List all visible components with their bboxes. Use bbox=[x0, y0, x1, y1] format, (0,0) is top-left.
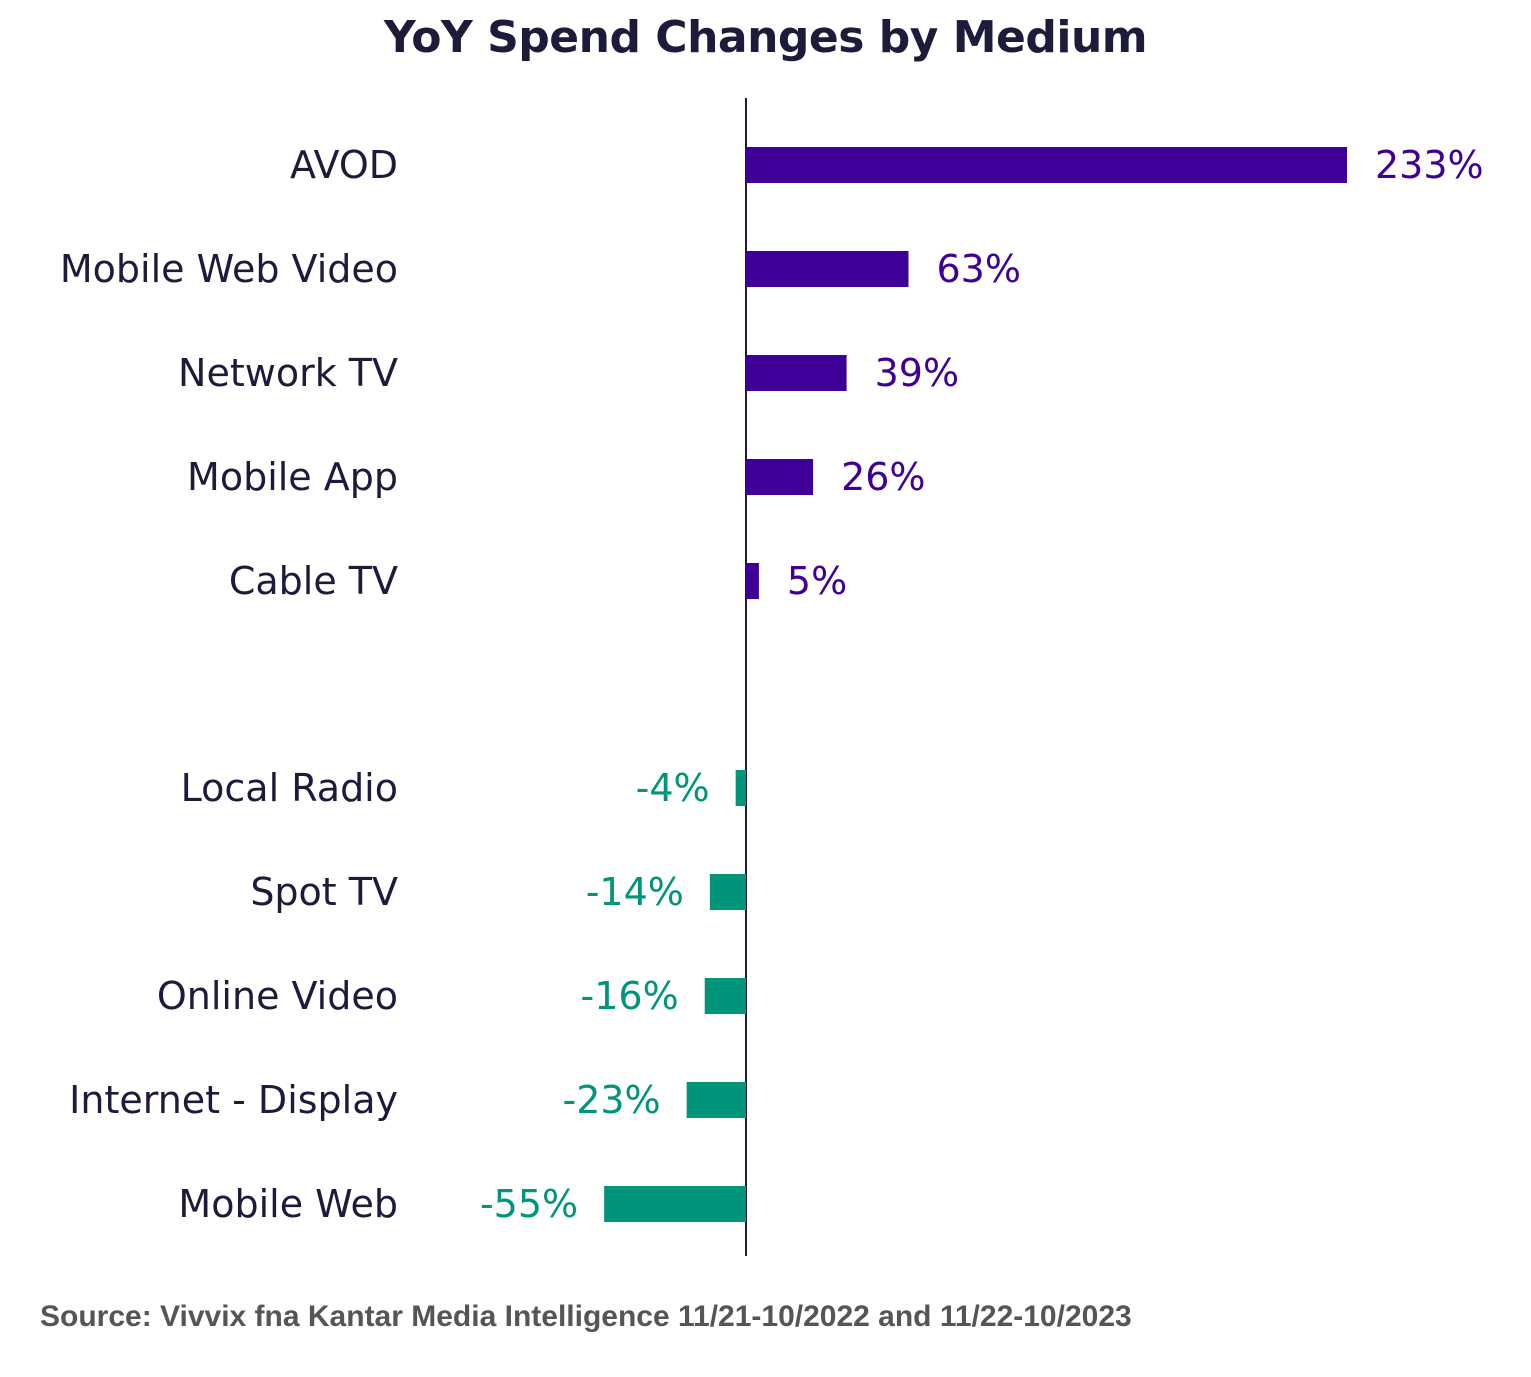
value-label: -55% bbox=[480, 1182, 578, 1226]
bar-cable-tv bbox=[746, 563, 759, 599]
category-label: Online Video bbox=[157, 974, 398, 1018]
bar-local-radio bbox=[735, 770, 746, 806]
value-label: 5% bbox=[787, 559, 847, 603]
category-label: Mobile App bbox=[187, 455, 398, 499]
value-label: 233% bbox=[1375, 143, 1484, 187]
category-label: AVOD bbox=[290, 143, 398, 187]
value-label: 63% bbox=[937, 247, 1021, 291]
category-label: Network TV bbox=[178, 351, 398, 395]
bar-avod bbox=[746, 147, 1347, 183]
bar-internet-display bbox=[686, 1082, 746, 1118]
category-label: Spot TV bbox=[250, 870, 398, 914]
bar-mobile-app bbox=[746, 459, 814, 495]
bar-online-video bbox=[704, 978, 746, 1014]
value-label: -23% bbox=[562, 1078, 660, 1122]
category-label: Mobile Web Video bbox=[60, 247, 398, 291]
category-label: Internet - Display bbox=[69, 1078, 398, 1122]
chart-title: YoY Spend Changes by Medium bbox=[383, 12, 1148, 63]
value-label: 39% bbox=[875, 351, 959, 395]
category-label: Cable TV bbox=[229, 559, 398, 603]
source-note: Source: Vivvix fna Kantar Media Intellig… bbox=[40, 1300, 1132, 1333]
value-label: -4% bbox=[636, 766, 710, 810]
value-label: 26% bbox=[841, 455, 925, 499]
bar-spot-tv bbox=[709, 874, 746, 910]
bar-mobile-web bbox=[604, 1186, 746, 1222]
value-label: -16% bbox=[581, 974, 679, 1018]
category-label: Local Radio bbox=[181, 766, 398, 810]
value-label: -14% bbox=[586, 870, 684, 914]
bar-mobile-web-video bbox=[746, 251, 909, 287]
bar-network-tv bbox=[746, 355, 847, 391]
category-label: Mobile Web bbox=[178, 1182, 398, 1226]
